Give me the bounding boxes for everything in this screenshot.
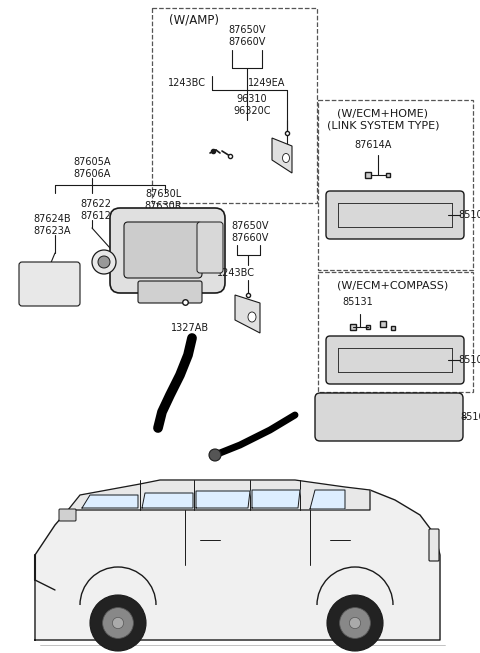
Polygon shape <box>235 295 260 333</box>
Text: 85131: 85131 <box>343 297 373 307</box>
Circle shape <box>112 617 124 629</box>
Text: 85101: 85101 <box>458 210 480 220</box>
FancyBboxPatch shape <box>197 222 223 273</box>
Circle shape <box>98 256 110 268</box>
Bar <box>152 8 317 203</box>
Ellipse shape <box>283 153 289 163</box>
Text: 87624B
87623A: 87624B 87623A <box>33 214 71 236</box>
Text: 85101: 85101 <box>461 412 480 422</box>
FancyBboxPatch shape <box>19 262 80 306</box>
FancyBboxPatch shape <box>124 222 202 278</box>
Circle shape <box>90 595 146 651</box>
Text: 1249EA: 1249EA <box>248 78 286 88</box>
Polygon shape <box>196 491 250 508</box>
Polygon shape <box>252 490 300 508</box>
Polygon shape <box>272 138 292 173</box>
Text: 1243BC: 1243BC <box>168 78 206 88</box>
Bar <box>318 100 473 270</box>
Text: 87650V
87660V: 87650V 87660V <box>231 221 269 243</box>
Text: 87650V
87660V: 87650V 87660V <box>228 25 266 47</box>
Bar <box>318 272 473 392</box>
Text: (W/AMP): (W/AMP) <box>169 14 219 27</box>
FancyBboxPatch shape <box>326 191 464 239</box>
Text: 87605A
87606A: 87605A 87606A <box>73 157 111 179</box>
Polygon shape <box>310 490 345 509</box>
FancyBboxPatch shape <box>315 393 463 441</box>
Circle shape <box>327 595 383 651</box>
Circle shape <box>103 607 133 639</box>
FancyBboxPatch shape <box>138 281 202 303</box>
Polygon shape <box>35 487 440 640</box>
Text: 1327AB: 1327AB <box>171 323 209 333</box>
Polygon shape <box>142 493 193 508</box>
Polygon shape <box>68 480 370 510</box>
Text: 85101: 85101 <box>458 355 480 365</box>
FancyBboxPatch shape <box>326 336 464 384</box>
Text: 96310
96320C: 96310 96320C <box>233 94 271 116</box>
Circle shape <box>209 449 221 461</box>
Text: 87630L
87630R: 87630L 87630R <box>144 189 182 211</box>
FancyBboxPatch shape <box>110 208 225 293</box>
Circle shape <box>349 617 360 629</box>
Text: 87622
87612: 87622 87612 <box>81 199 111 221</box>
Polygon shape <box>82 495 138 508</box>
Text: 87614A: 87614A <box>354 140 392 150</box>
Text: 1243BC: 1243BC <box>217 268 255 278</box>
Text: (W/ECM+COMPASS): (W/ECM+COMPASS) <box>337 281 449 291</box>
Text: (LINK SYSTEM TYPE): (LINK SYSTEM TYPE) <box>327 121 439 131</box>
Ellipse shape <box>248 312 256 322</box>
Circle shape <box>92 250 116 274</box>
FancyBboxPatch shape <box>59 509 76 521</box>
Circle shape <box>340 607 371 639</box>
FancyBboxPatch shape <box>429 529 439 561</box>
Text: (W/ECM+HOME): (W/ECM+HOME) <box>337 109 429 119</box>
